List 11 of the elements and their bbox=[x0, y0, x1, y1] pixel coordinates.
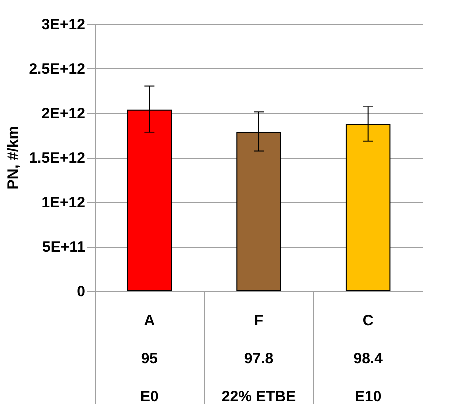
category-label: F 97.8 22% ETBE bbox=[222, 312, 296, 404]
y-tick-label: 1E+12 bbox=[42, 194, 86, 212]
y-axis-title: PN, #/km bbox=[5, 126, 22, 190]
category-label: A 95 E0 bbox=[140, 312, 159, 404]
y-tick-label: 0 bbox=[77, 284, 86, 300]
y-tick-label: 2.5E+12 bbox=[29, 61, 86, 78]
category-label: C 98.4 E10 bbox=[354, 312, 383, 404]
y-tick-label: 5E+11 bbox=[42, 239, 86, 256]
y-tick-label: 3E+12 bbox=[42, 16, 86, 34]
y-tick-label: 2E+12 bbox=[42, 106, 86, 122]
y-tick-label: 1.5E+12 bbox=[29, 150, 86, 167]
